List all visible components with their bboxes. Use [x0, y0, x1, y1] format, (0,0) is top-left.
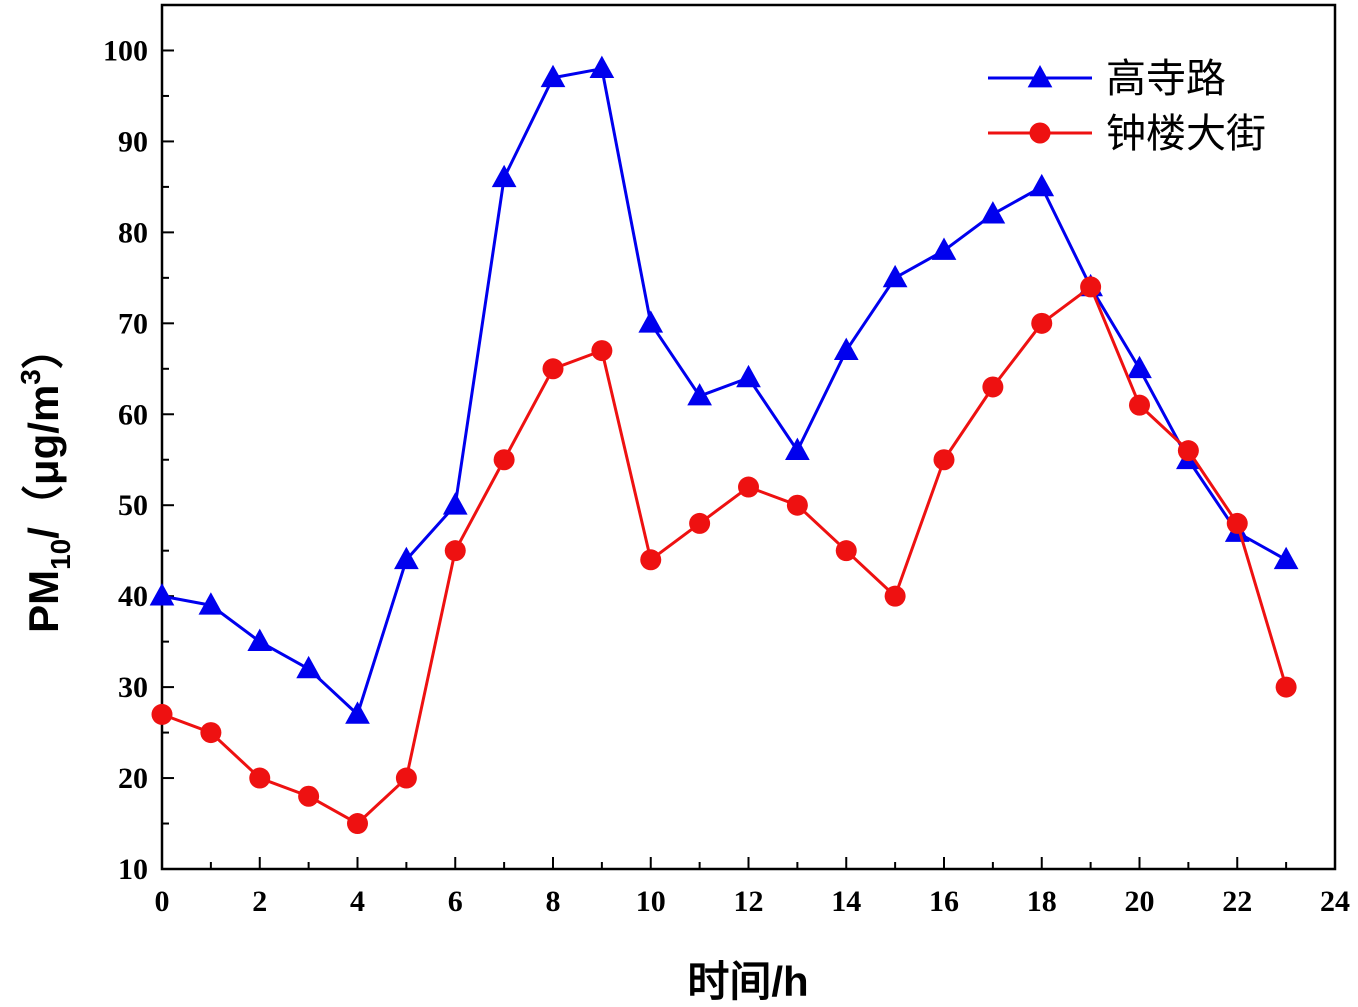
data-point: [1129, 394, 1150, 416]
data-point: [1275, 676, 1297, 698]
series-line: [161, 285, 1288, 826]
y-tick-label: 30: [118, 671, 148, 704]
x-tick-label: 0: [155, 885, 170, 918]
y-tick-label: 70: [118, 307, 148, 340]
data-point: [198, 592, 224, 615]
data-point: [298, 785, 320, 807]
data-point: [689, 512, 711, 534]
data-point: [738, 476, 759, 498]
data-point: [736, 364, 761, 388]
data-point: [442, 492, 468, 515]
y-tick-label: 10: [118, 853, 148, 886]
legend-marker: [1027, 65, 1053, 88]
y-tick-label: 50: [118, 489, 148, 522]
data-point: [589, 55, 615, 79]
x-tick-label: 16: [929, 885, 959, 918]
data-point: [638, 310, 664, 333]
data-point: [491, 164, 517, 188]
series-2: [151, 276, 1297, 835]
data-point: [444, 540, 466, 562]
data-point: [1029, 173, 1055, 197]
y-tick-label: 60: [118, 398, 148, 431]
x-tick-label: 4: [350, 885, 365, 918]
data-point: [493, 449, 515, 471]
series-layer: [149, 55, 1299, 835]
data-point: [835, 540, 857, 562]
y-tick-label: 40: [118, 580, 148, 613]
data-point: [200, 722, 222, 744]
data-point: [591, 340, 613, 362]
data-point: [884, 585, 906, 607]
data-point: [1031, 312, 1053, 334]
data-point: [296, 655, 321, 679]
x-tick-label: 2: [252, 885, 267, 918]
x-tick-label: 22: [1222, 885, 1252, 918]
y-axis-title-unit: /（μg/m: [20, 385, 67, 539]
data-point: [247, 628, 273, 651]
data-point: [982, 376, 1004, 398]
y-axis-title-main: PM: [20, 570, 67, 633]
y-axis-title: PM10/（μg/m3）: [15, 327, 76, 633]
data-point: [833, 337, 859, 360]
data-point: [882, 264, 908, 288]
x-tick-label: 24: [1320, 885, 1350, 918]
y-axis-title-subscript: 10: [45, 539, 76, 570]
data-point: [786, 494, 808, 516]
y-tick-label: 80: [118, 216, 148, 249]
series-1: [149, 55, 1299, 724]
data-point: [933, 449, 955, 471]
data-point: [785, 437, 810, 461]
legend-label: 高寺路: [1106, 56, 1226, 102]
x-tick-label: 20: [1125, 885, 1155, 918]
y-tick-label: 100: [103, 34, 148, 67]
svg-text:PM10/（μg/m3）: PM10/（μg/m3）: [15, 327, 76, 633]
data-point: [1080, 276, 1102, 298]
data-point: [1177, 440, 1199, 462]
x-tick-label: 18: [1027, 885, 1057, 918]
data-point: [980, 201, 1006, 224]
x-tick-label: 6: [448, 885, 463, 918]
y-axis-title-suffix: ）: [20, 327, 67, 369]
x-tick-label: 14: [831, 885, 861, 918]
x-axis-title: 时间/h: [687, 958, 808, 1005]
data-point: [542, 358, 564, 380]
y-tick-label: 20: [118, 762, 148, 795]
x-tick-label: 8: [546, 885, 561, 918]
data-point: [540, 64, 566, 88]
data-point: [345, 701, 370, 724]
y-tick-label: 90: [118, 125, 148, 158]
data-point: [249, 767, 271, 789]
data-point: [347, 813, 368, 835]
legend-label: 钟楼大街: [1106, 111, 1266, 157]
data-point: [1127, 355, 1152, 379]
data-point: [640, 549, 662, 571]
axes: 0 2 4 6 8 10 12 14 16 18 20 22 241020304050607080901…: [103, 3, 1350, 918]
data-point: [395, 767, 417, 789]
x-tick-label: 10: [636, 885, 666, 918]
legend-marker: [1029, 122, 1051, 144]
y-axis-title-superscript: 3: [15, 369, 46, 385]
data-point: [1226, 512, 1248, 534]
data-point: [149, 583, 175, 606]
x-tick-label: 12: [734, 885, 764, 918]
data-point: [931, 237, 957, 260]
series-line: [161, 67, 1287, 716]
data-point: [687, 383, 712, 406]
data-point: [394, 546, 419, 570]
data-point: [151, 703, 173, 725]
data-point: [1273, 546, 1299, 570]
